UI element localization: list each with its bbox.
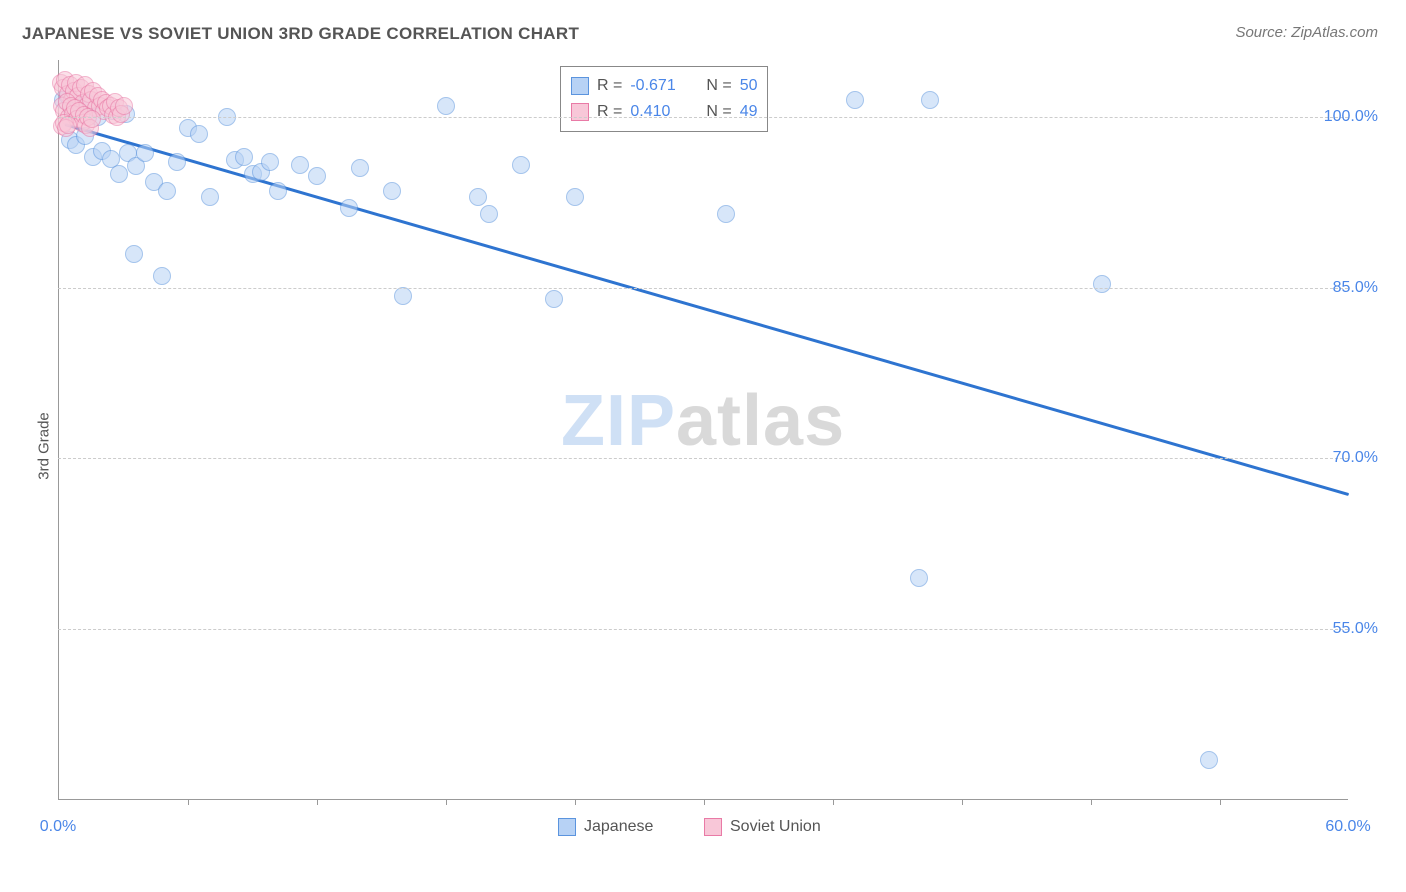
legend-label: Soviet Union — [730, 818, 821, 836]
x-tick-label: 0.0% — [40, 818, 76, 836]
scatter-point — [469, 188, 487, 206]
gridline-horizontal — [58, 117, 1348, 118]
scatter-point — [846, 91, 864, 109]
r-label: R = — [597, 73, 622, 99]
scatter-point — [921, 91, 939, 109]
x-tick — [704, 799, 705, 805]
scatter-point — [125, 245, 143, 263]
watermark-text: ZIPatlas — [561, 380, 845, 462]
scatter-point — [291, 156, 309, 174]
scatter-point — [190, 125, 208, 143]
n-value: 49 — [740, 99, 758, 125]
scatter-point — [115, 97, 133, 115]
scatter-point — [383, 182, 401, 200]
y-tick-label: 55.0% — [1333, 620, 1378, 638]
scatter-point — [83, 110, 101, 128]
chart-title: JAPANESE VS SOVIET UNION 3RD GRADE CORRE… — [22, 24, 579, 44]
x-tick — [575, 799, 576, 805]
scatter-point — [1093, 275, 1111, 293]
scatter-point — [153, 267, 171, 285]
scatter-point — [480, 205, 498, 223]
legend-swatch — [571, 77, 589, 95]
series-legend-item: Soviet Union — [704, 818, 821, 836]
scatter-point — [910, 569, 928, 587]
x-tick — [962, 799, 963, 805]
x-tick — [188, 799, 189, 805]
x-tick — [446, 799, 447, 805]
scatter-point — [261, 153, 279, 171]
gridline-horizontal — [58, 458, 1348, 459]
legend-swatch — [571, 103, 589, 121]
scatter-point — [158, 182, 176, 200]
scatter-point — [269, 182, 287, 200]
scatter-point — [136, 144, 154, 162]
legend-swatch — [558, 818, 576, 836]
n-value: 50 — [740, 73, 758, 99]
legend-row: R = 0.410 N = 49 — [571, 99, 757, 125]
legend-row: R = -0.671 N = 50 — [571, 73, 757, 99]
scatter-point — [394, 287, 412, 305]
scatter-point — [437, 97, 455, 115]
x-tick-label: 60.0% — [1325, 818, 1370, 836]
gridline-horizontal — [58, 629, 1348, 630]
y-axis-label: 3rd Grade — [35, 412, 52, 480]
y-tick-label: 100.0% — [1324, 108, 1378, 126]
scatter-point — [351, 159, 369, 177]
gridline-horizontal — [58, 288, 1348, 289]
series-legend-item: Japanese — [558, 818, 653, 836]
y-tick-label: 85.0% — [1333, 279, 1378, 297]
legend-label: Japanese — [584, 818, 653, 836]
y-tick-label: 70.0% — [1333, 449, 1378, 467]
n-label: N = — [706, 73, 731, 99]
r-label: R = — [597, 99, 622, 125]
scatter-point — [340, 199, 358, 217]
scatter-point — [512, 156, 530, 174]
correlation-legend: R = -0.671 N = 50 R = 0.410 N = 49 — [560, 66, 768, 132]
r-value: 0.410 — [630, 99, 690, 125]
scatter-point — [717, 205, 735, 223]
x-tick — [317, 799, 318, 805]
legend-swatch — [704, 818, 722, 836]
scatter-point — [110, 165, 128, 183]
scatter-point — [235, 148, 253, 166]
scatter-point — [168, 153, 186, 171]
x-tick — [833, 799, 834, 805]
scatter-point — [308, 167, 326, 185]
n-label: N = — [706, 99, 731, 125]
scatter-point — [545, 290, 563, 308]
scatter-point — [566, 188, 584, 206]
x-tick — [1220, 799, 1221, 805]
scatter-plot-area: ZIPatlas — [58, 60, 1348, 800]
x-tick — [1091, 799, 1092, 805]
source-attribution: Source: ZipAtlas.com — [1235, 24, 1378, 41]
scatter-point — [1200, 751, 1218, 769]
scatter-point — [201, 188, 219, 206]
r-value: -0.671 — [630, 73, 690, 99]
scatter-point — [59, 116, 77, 134]
